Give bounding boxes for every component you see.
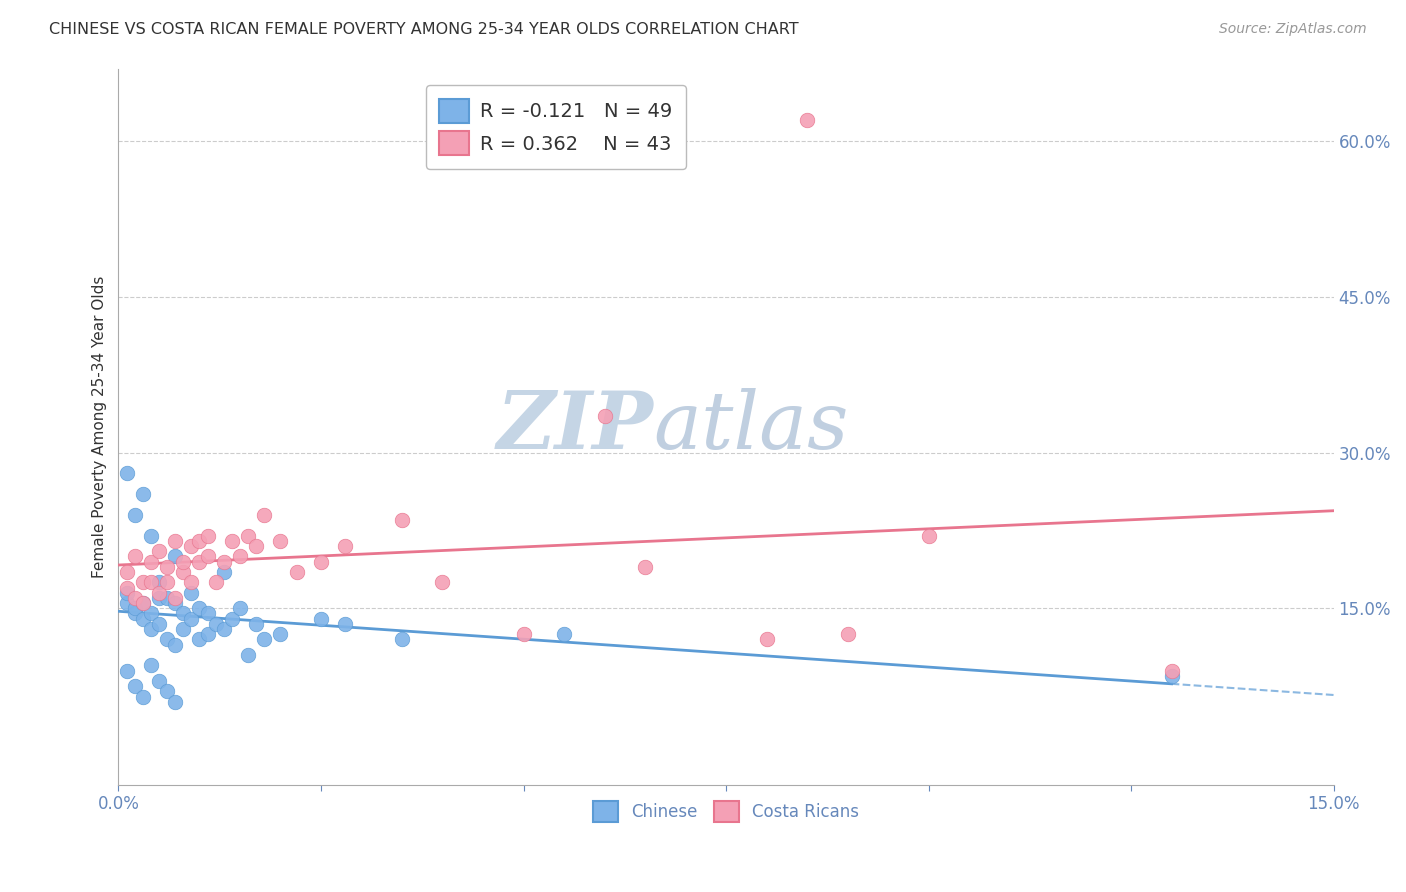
- Point: [115, 565, 138, 579]
- Point: [156, 559, 179, 574]
- Point: [165, 596, 187, 610]
- Point: [156, 632, 179, 647]
- Point: [188, 601, 211, 615]
- Y-axis label: Female Poverty Among 25-34 Year Olds: Female Poverty Among 25-34 Year Olds: [93, 276, 107, 578]
- Point: [156, 684, 179, 698]
- Point: [269, 627, 291, 641]
- Point: [115, 467, 138, 481]
- Point: [309, 612, 332, 626]
- Point: [139, 658, 162, 673]
- Point: [172, 565, 194, 579]
- Point: [188, 555, 211, 569]
- Point: [165, 638, 187, 652]
- Point: [180, 585, 202, 599]
- Point: [197, 607, 219, 621]
- Point: [285, 565, 308, 579]
- Point: [180, 612, 202, 626]
- Point: [253, 508, 276, 522]
- Point: [553, 627, 575, 641]
- Point: [165, 695, 187, 709]
- Point: [212, 555, 235, 569]
- Text: CHINESE VS COSTA RICAN FEMALE POVERTY AMONG 25-34 YEAR OLDS CORRELATION CHART: CHINESE VS COSTA RICAN FEMALE POVERTY AM…: [49, 22, 799, 37]
- Point: [124, 601, 146, 615]
- Point: [156, 591, 179, 605]
- Point: [593, 409, 616, 424]
- Point: [917, 528, 939, 542]
- Point: [139, 528, 162, 542]
- Point: [212, 622, 235, 636]
- Point: [1160, 664, 1182, 678]
- Point: [229, 549, 252, 564]
- Point: [165, 533, 187, 548]
- Point: [124, 549, 146, 564]
- Point: [391, 513, 413, 527]
- Point: [269, 533, 291, 548]
- Point: [245, 539, 267, 553]
- Point: [755, 632, 778, 647]
- Point: [188, 632, 211, 647]
- Point: [132, 487, 155, 501]
- Point: [132, 596, 155, 610]
- Point: [335, 616, 357, 631]
- Point: [165, 591, 187, 605]
- Point: [148, 544, 170, 558]
- Legend: Chinese, Costa Ricans: Chinese, Costa Ricans: [585, 793, 868, 830]
- Point: [115, 581, 138, 595]
- Point: [156, 575, 179, 590]
- Point: [391, 632, 413, 647]
- Point: [132, 575, 155, 590]
- Point: [148, 575, 170, 590]
- Point: [432, 575, 454, 590]
- Point: [165, 549, 187, 564]
- Point: [197, 627, 219, 641]
- Point: [139, 555, 162, 569]
- Point: [139, 575, 162, 590]
- Point: [796, 113, 818, 128]
- Point: [148, 591, 170, 605]
- Point: [634, 559, 657, 574]
- Point: [115, 664, 138, 678]
- Point: [309, 555, 332, 569]
- Point: [139, 622, 162, 636]
- Text: Source: ZipAtlas.com: Source: ZipAtlas.com: [1219, 22, 1367, 37]
- Point: [172, 622, 194, 636]
- Point: [512, 627, 534, 641]
- Point: [132, 596, 155, 610]
- Point: [236, 528, 259, 542]
- Point: [1160, 669, 1182, 683]
- Text: ZIP: ZIP: [496, 388, 654, 466]
- Point: [172, 555, 194, 569]
- Point: [229, 601, 252, 615]
- Point: [172, 607, 194, 621]
- Point: [236, 648, 259, 662]
- Point: [221, 533, 243, 548]
- Point: [180, 575, 202, 590]
- Point: [124, 508, 146, 522]
- Point: [837, 627, 859, 641]
- Point: [148, 585, 170, 599]
- Point: [124, 591, 146, 605]
- Point: [245, 616, 267, 631]
- Point: [253, 632, 276, 647]
- Point: [124, 679, 146, 693]
- Point: [148, 616, 170, 631]
- Point: [221, 612, 243, 626]
- Point: [132, 612, 155, 626]
- Point: [124, 607, 146, 621]
- Text: atlas: atlas: [654, 388, 848, 466]
- Point: [212, 565, 235, 579]
- Point: [180, 539, 202, 553]
- Point: [197, 549, 219, 564]
- Point: [115, 585, 138, 599]
- Point: [204, 616, 226, 631]
- Point: [204, 575, 226, 590]
- Point: [188, 533, 211, 548]
- Point: [115, 596, 138, 610]
- Point: [335, 539, 357, 553]
- Point: [148, 673, 170, 688]
- Point: [139, 607, 162, 621]
- Point: [197, 528, 219, 542]
- Point: [132, 690, 155, 704]
